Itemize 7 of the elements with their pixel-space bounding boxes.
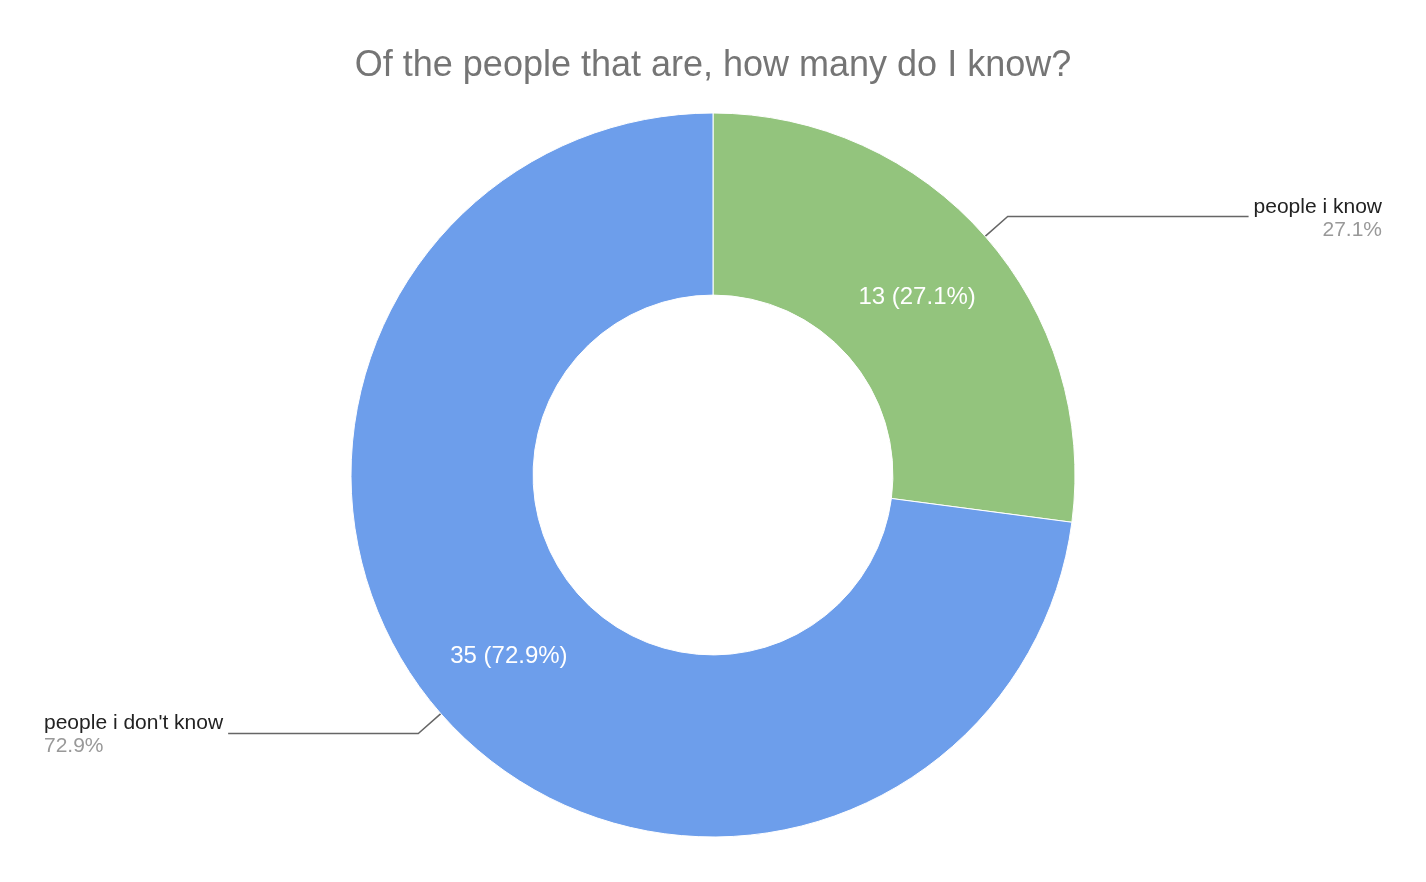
text: 27.1%	[1322, 216, 1382, 240]
slice-label: people i don't know	[44, 710, 224, 734]
chart-title: Of the people that are, how many do I know?	[354, 42, 1072, 84]
text: 72.9%	[44, 733, 104, 757]
data-label: 35 (72.9%)	[450, 640, 568, 668]
data-label: 13 (27.1%)	[858, 282, 976, 310]
slice-label: people i know	[1253, 193, 1383, 217]
